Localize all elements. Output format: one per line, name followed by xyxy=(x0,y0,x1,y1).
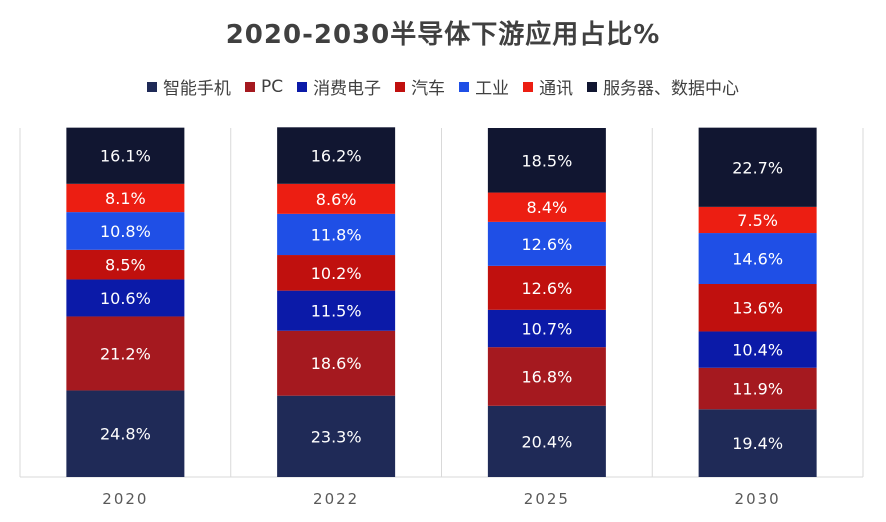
data-label: 16.8% xyxy=(521,367,572,386)
data-label: 13.6% xyxy=(732,299,783,318)
legend-swatch xyxy=(587,81,598,92)
legend-item-server-datacenter: 服务器、数据中心 xyxy=(587,74,739,99)
bar-segment xyxy=(487,405,606,477)
legend-swatch xyxy=(244,81,255,92)
bar-segment xyxy=(698,367,817,410)
data-label: 11.5% xyxy=(311,302,362,321)
legend-swatch xyxy=(459,81,470,92)
data-label: 16.1% xyxy=(100,147,151,166)
bar-segment xyxy=(698,127,817,207)
x-tick-label: 2030 xyxy=(735,490,781,508)
bar-segment xyxy=(698,331,817,368)
bar-segment xyxy=(66,390,185,477)
chart-title: 2020-2030半导体下游应用占比% xyxy=(225,20,661,50)
bar-segment xyxy=(487,128,606,193)
legend-item-automotive: 汽车 xyxy=(395,74,445,99)
x-tick-label: 2020 xyxy=(102,490,148,508)
bar-segment xyxy=(66,183,185,213)
bar-segment xyxy=(277,183,396,214)
legend-item-pc: PC xyxy=(244,76,284,97)
bar-segment xyxy=(277,127,396,184)
data-label: 18.6% xyxy=(311,354,362,373)
data-label: 8.1% xyxy=(105,189,146,208)
bar-segment xyxy=(66,212,185,250)
data-label: 20.4% xyxy=(521,432,572,451)
bar-segment xyxy=(66,127,185,184)
bar-segment xyxy=(66,279,185,317)
legend-swatch xyxy=(297,81,308,92)
bar-segment xyxy=(487,265,606,310)
bar-segment xyxy=(66,249,185,280)
data-label: 14.6% xyxy=(732,250,783,269)
legend-label: 服务器、数据中心 xyxy=(603,79,740,99)
x-tick-label: 2022 xyxy=(313,490,359,508)
bar-segment xyxy=(277,330,396,396)
bar-segment xyxy=(66,316,185,391)
legend-item-industrial: 工业 xyxy=(459,74,509,99)
legend-label: 智能手机 xyxy=(162,79,231,99)
bar-segment xyxy=(277,255,396,291)
data-label: 16.2% xyxy=(311,147,362,166)
data-label: 10.6% xyxy=(100,289,151,308)
x-tick-label: 2025 xyxy=(524,490,570,508)
data-label: 12.6% xyxy=(521,279,572,298)
data-label: 24.8% xyxy=(100,425,151,444)
bar-segment xyxy=(487,192,606,222)
bar-segment xyxy=(487,309,606,348)
bar-segment xyxy=(277,213,396,256)
data-label: 11.8% xyxy=(311,225,362,244)
data-label: 22.7% xyxy=(732,158,783,177)
data-label: 23.3% xyxy=(311,427,362,446)
data-label: 8.5% xyxy=(105,256,146,275)
bar-segment xyxy=(698,284,817,332)
data-label: 10.8% xyxy=(100,222,151,241)
bar-segment xyxy=(487,347,606,406)
data-label: 10.4% xyxy=(732,341,783,360)
legend-swatch xyxy=(395,81,406,92)
legend-label: 汽车 xyxy=(411,79,446,99)
chart-legend: 智能手机 PC 消费电子 汽车 工业 通讯 服务器、数据中心 xyxy=(0,74,886,99)
legend-swatch xyxy=(523,81,534,92)
bar-segment xyxy=(698,409,817,477)
legend-label: PC xyxy=(260,76,284,97)
data-label: 12.6% xyxy=(521,235,572,254)
bar-segment xyxy=(277,290,396,331)
bar-segment xyxy=(487,221,606,266)
legend-swatch xyxy=(146,81,157,92)
legend-label: 消费电子 xyxy=(313,79,382,99)
legend-label: 工业 xyxy=(475,79,510,99)
data-label: 10.7% xyxy=(521,320,572,339)
data-label: 8.4% xyxy=(527,198,568,217)
bar-segment xyxy=(277,395,396,477)
bar-segment xyxy=(698,206,817,234)
legend-item-consumer-electronics: 消费电子 xyxy=(297,74,381,99)
data-label: 19.4% xyxy=(732,434,783,453)
data-label: 18.5% xyxy=(521,151,572,170)
bar-segment xyxy=(698,233,817,285)
data-label: 11.9% xyxy=(732,380,783,399)
data-label: 7.5% xyxy=(737,211,778,230)
legend-item-communication: 通讯 xyxy=(523,74,573,99)
data-label: 10.2% xyxy=(311,264,362,283)
legend-label: 通讯 xyxy=(539,79,574,99)
legend-item-smartphone: 智能手机 xyxy=(146,74,231,99)
data-label: 8.6% xyxy=(316,190,357,209)
data-label: 21.2% xyxy=(100,344,151,363)
